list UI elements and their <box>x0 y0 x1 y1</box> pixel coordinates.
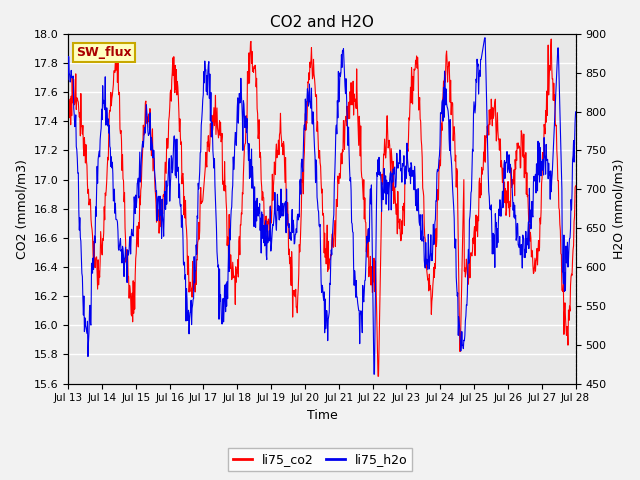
Text: SW_flux: SW_flux <box>76 46 131 59</box>
Y-axis label: H2O (mmol/m3): H2O (mmol/m3) <box>612 158 625 259</box>
Legend: li75_co2, li75_h2o: li75_co2, li75_h2o <box>228 448 412 471</box>
Title: CO2 and H2O: CO2 and H2O <box>270 15 374 30</box>
Y-axis label: CO2 (mmol/m3): CO2 (mmol/m3) <box>15 159 28 259</box>
X-axis label: Time: Time <box>307 409 337 422</box>
